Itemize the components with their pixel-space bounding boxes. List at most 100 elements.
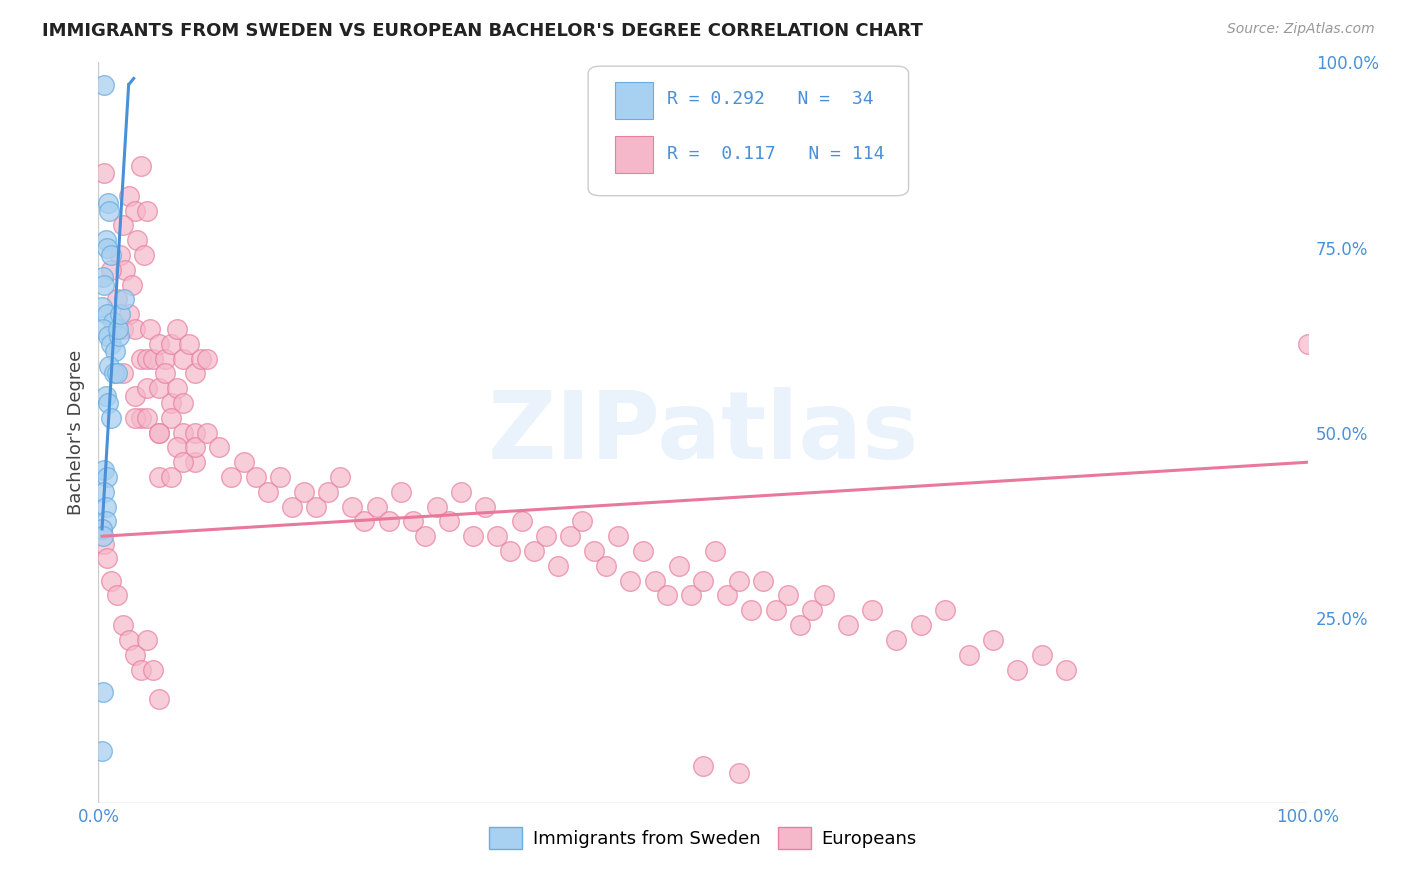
Point [124,203,146,218]
Point [148,425,170,440]
FancyBboxPatch shape [614,82,654,120]
Point [111,618,134,632]
Text: Source: ZipAtlas.com: Source: ZipAtlas.com [1227,22,1375,37]
Point [160,336,183,351]
Point [329,470,352,484]
Point [366,500,388,514]
Point [160,410,183,425]
Point [172,425,194,440]
Point [107,322,129,336]
Point [547,558,569,573]
Point [129,351,152,366]
Point [704,544,727,558]
Point [437,515,460,529]
Point [342,500,364,514]
Point [91,322,114,336]
Point [583,544,606,558]
Point [124,322,146,336]
Point [377,515,399,529]
Point [692,758,714,772]
Point [114,262,136,277]
Point [172,396,194,410]
Point [179,336,201,351]
Text: IMMIGRANTS FROM SWEDEN VS EUROPEAN BACHELOR'S DEGREE CORRELATION CHART: IMMIGRANTS FROM SWEDEN VS EUROPEAN BACHE… [42,22,924,40]
Point [184,425,207,440]
Point [571,515,593,529]
Point [595,558,617,573]
Point [765,603,787,617]
Point [813,589,835,603]
Text: ZIPatlas: ZIPatlas [488,386,918,479]
Point [195,425,218,440]
Point [94,388,117,402]
Point [752,574,775,588]
Point [644,574,666,588]
Point [184,441,207,455]
Point [221,470,243,484]
Point [245,470,267,484]
Point [94,500,117,514]
Point [190,351,212,366]
Point [100,410,122,425]
Point [124,410,146,425]
Point [1296,336,1319,351]
Point [474,500,496,514]
Point [94,233,117,247]
Point [450,484,472,499]
Point [800,603,823,617]
Point [112,293,135,307]
Point [124,388,146,402]
FancyBboxPatch shape [614,136,654,173]
Point [111,322,134,336]
Point [111,219,134,233]
Point [96,307,118,321]
Point [172,351,194,366]
Point [96,470,118,484]
Point [740,603,762,617]
Point [108,329,131,343]
Point [153,367,176,381]
Point [413,529,436,543]
Point [93,78,115,92]
Point [105,293,128,307]
Point [111,367,134,381]
Point [91,685,114,699]
Point [668,558,690,573]
Point [463,529,485,543]
Point [389,484,412,499]
Point [148,336,170,351]
Point [269,470,291,484]
Point [160,396,183,410]
Point [886,632,908,647]
Point [101,314,124,328]
Point [607,529,630,543]
Point [195,351,218,366]
Point [135,632,157,647]
Point [135,203,157,218]
Point [129,159,152,173]
Point [305,500,328,514]
Point [135,381,157,395]
Point [498,544,520,558]
Point [91,744,114,758]
Point [166,381,188,395]
Point [402,515,425,529]
Point [103,367,125,381]
Point [96,551,118,566]
Point [139,322,162,336]
Point [981,632,1004,647]
Point [160,470,183,484]
Text: R = 0.292   N =  34: R = 0.292 N = 34 [666,90,873,109]
Point [134,248,156,262]
Point [100,248,122,262]
Point [127,233,149,247]
Point [860,603,883,617]
Point [184,455,207,469]
Point [426,500,449,514]
Legend: Immigrants from Sweden, Europeans: Immigrants from Sweden, Europeans [482,821,924,856]
Point [837,618,859,632]
Point [679,589,702,603]
Point [97,329,120,343]
Point [91,522,114,536]
Point [353,515,375,529]
